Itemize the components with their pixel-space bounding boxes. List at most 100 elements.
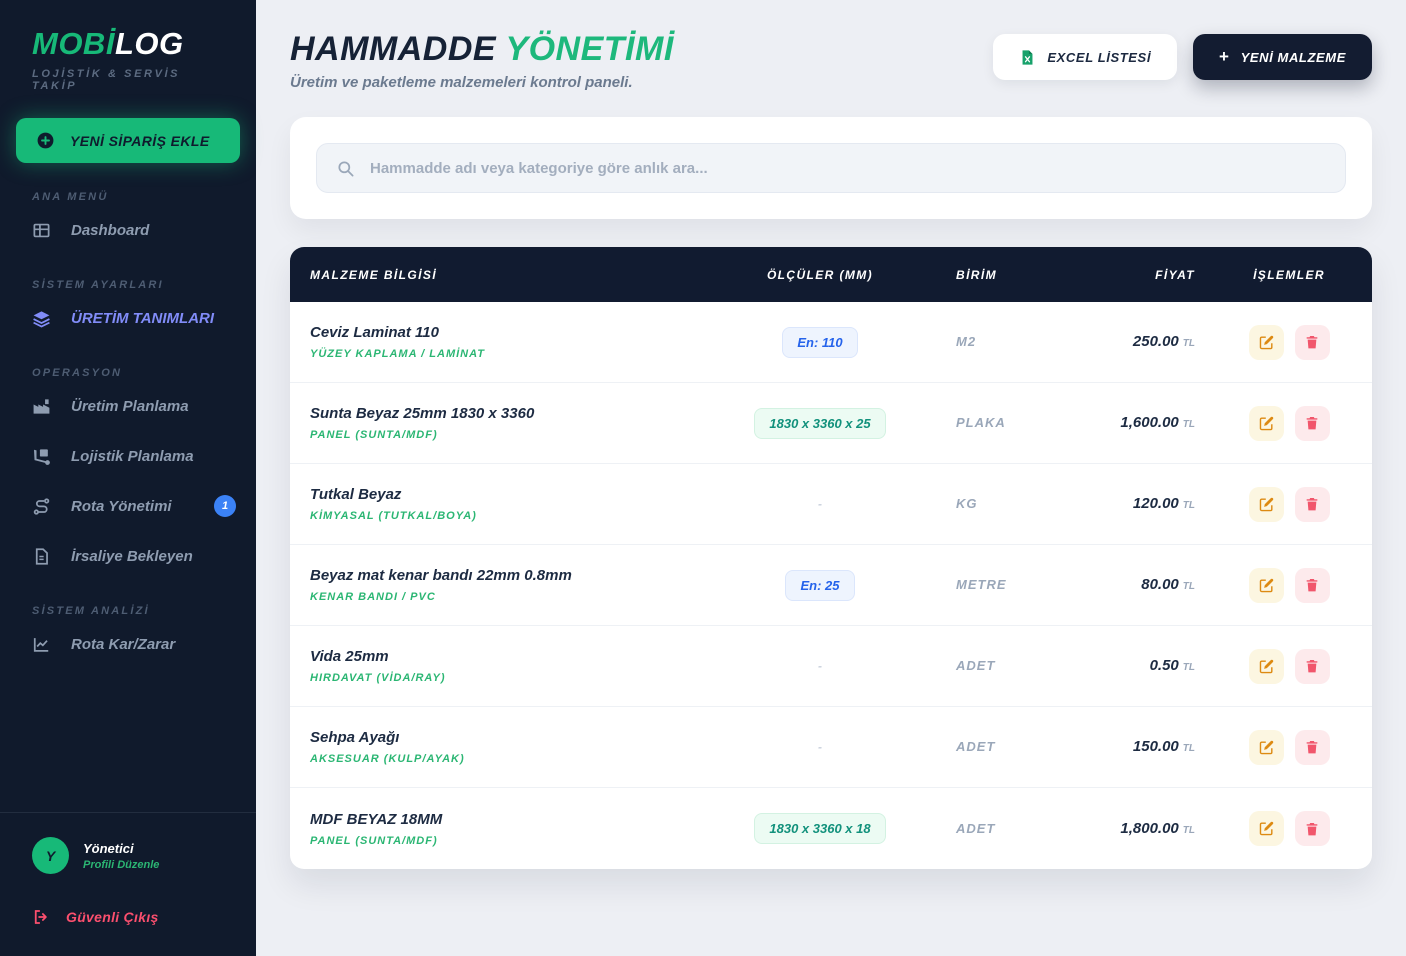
unit-value: PLAKA (956, 415, 1006, 430)
price-cell: 0.50 TL (1060, 657, 1230, 675)
delete-button[interactable] (1294, 567, 1330, 603)
dimension-badge: 1830 x 3360 x 25 (754, 407, 886, 439)
delete-button[interactable] (1294, 648, 1330, 684)
price-value: 150.00 (1132, 738, 1179, 755)
sidebar-item-lojistik-planlama[interactable]: Lojistik Planlama (0, 431, 256, 481)
layers-icon (32, 309, 51, 328)
sidebar-footer: Y Yönetici Profili Düzenle Güvenli Çıkış (0, 812, 256, 956)
column-header-dimensions: ÖLÇÜLER (MM) (766, 267, 874, 282)
logout-icon (32, 908, 50, 926)
material-info-cell: MDF BEYAZ 18MM PANEL (SUNTA/MDF) (310, 811, 720, 847)
dimension-cell: - (720, 733, 920, 761)
sidebar-item-rota-yonetimi[interactable]: Rota Yönetimi 1 (0, 481, 256, 531)
edit-button[interactable] (1248, 811, 1284, 846)
edit-button[interactable] (1248, 405, 1284, 441)
profile-row[interactable]: Y Yönetici Profili Düzenle (32, 837, 224, 874)
dashboard-icon (32, 221, 51, 240)
new-order-button[interactable]: YENİ SİPARİŞ EKLE (16, 118, 240, 163)
price-value: 1,800.00 (1120, 819, 1179, 837)
unit-value: KG (956, 496, 978, 511)
unit-value: ADET (956, 739, 996, 754)
column-header-price: FİYAT (1155, 267, 1195, 282)
factory-icon (32, 397, 51, 416)
currency-suffix: TL (1182, 500, 1195, 511)
unit-value: M2 (956, 334, 977, 349)
delete-button[interactable] (1294, 405, 1330, 441)
dimension-cell: En: 110 (720, 326, 920, 358)
price-value: 1,600.00 (1120, 414, 1179, 431)
currency-suffix: TL (1182, 419, 1195, 430)
price-cell: 120.00 TL (1060, 495, 1230, 513)
new-material-button[interactable]: + YENİ MALZEME (1193, 34, 1372, 80)
actions-cell (1230, 729, 1348, 765)
dimension-badge: - (818, 740, 822, 754)
search-input[interactable] (370, 159, 1326, 177)
sidebar-item-label: İrsaliye Bekleyen (71, 547, 193, 565)
actions-cell (1230, 567, 1348, 603)
search-box[interactable] (316, 143, 1346, 193)
unit-cell: PLAKA (920, 414, 1060, 432)
material-name: Tutkal Beyaz (310, 486, 402, 503)
material-category: KİMYASAL (TUTKAL/BOYA) (310, 510, 477, 522)
sidebar-item-irsaliye-bekleyen[interactable]: İrsaliye Bekleyen (0, 531, 256, 581)
logout-button[interactable]: Güvenli Çıkış (32, 908, 224, 926)
nav-section-operations: OPERASYON (32, 367, 123, 379)
dimension-cell: - (720, 652, 920, 680)
material-info-cell: Tutkal Beyaz KİMYASAL (TUTKAL/BOYA) (310, 486, 720, 522)
delete-button[interactable] (1294, 729, 1330, 765)
sidebar-item-uretim-planlama[interactable]: Üretim Planlama (0, 381, 256, 431)
sidebar-item-rota-kar-zarar[interactable]: Rota Kar/Zarar (0, 619, 256, 669)
app-logo: MOBİLOG (32, 26, 224, 62)
dimension-badge: En: 25 (785, 569, 855, 601)
dimension-cell: 1830 x 3360 x 18 (720, 813, 920, 844)
currency-suffix: TL (1182, 743, 1195, 754)
document-icon (32, 547, 51, 566)
materials-table: MALZEME BİLGİSİ ÖLÇÜLER (MM) BİRİM FİYAT… (290, 247, 1372, 869)
route-icon (32, 497, 51, 516)
edit-button[interactable] (1248, 567, 1284, 603)
material-info-cell: Vida 25mm HIRDAVAT (VİDA/RAY) (310, 648, 720, 684)
sidebar-item-label: Rota Yönetimi (71, 497, 172, 515)
sidebar-item-label: Lojistik Planlama (71, 447, 194, 465)
logo-block: MOBİLOG LOJİSTİK & SERVİS TAKİP (0, 0, 256, 92)
table-row: Beyaz mat kenar bandı 22mm 0.8mm KENAR B… (290, 545, 1372, 626)
dimension-cell: En: 25 (720, 569, 920, 601)
price-cell: 150.00 TL (1060, 738, 1230, 756)
sidebar-nav: ANA MENÜ Dashboard SİSTEM AYARLARI ÜRETİ… (0, 163, 256, 812)
table-header: MALZEME BİLGİSİ ÖLÇÜLER (MM) BİRİM FİYAT… (290, 247, 1372, 302)
delete-button[interactable] (1294, 811, 1330, 846)
column-header-material: MALZEME BİLGİSİ (310, 267, 437, 282)
table-row: Vida 25mm HIRDAVAT (VİDA/RAY) - ADET 0.5… (290, 626, 1372, 707)
material-name: Sehpa Ayağı (310, 729, 400, 746)
edit-button[interactable] (1248, 729, 1284, 765)
material-name: Ceviz Laminat 110 (310, 324, 439, 341)
unit-cell: ADET (920, 820, 1060, 838)
search-card (290, 117, 1372, 219)
page-subtitle: Üretim ve paketleme malzemeleri kontrol … (290, 74, 633, 91)
edit-button[interactable] (1248, 648, 1284, 684)
page-title: HAMMADDE YÖNETİMİ (290, 30, 674, 69)
table-body: Ceviz Laminat 110 YÜZEY KAPLAMA / LAMİNA… (290, 302, 1372, 869)
material-info-cell: Sunta Beyaz 25mm 1830 x 3360 PANEL (SUNT… (310, 405, 720, 441)
price-value: 0.50 (1149, 657, 1179, 674)
dimension-cell: - (720, 490, 920, 518)
excel-file-icon (1019, 49, 1036, 66)
sidebar-item-dashboard[interactable]: Dashboard (0, 205, 256, 255)
edit-button[interactable] (1248, 486, 1284, 522)
actions-cell (1230, 486, 1348, 522)
table-row: Sunta Beyaz 25mm 1830 x 3360 PANEL (SUNT… (290, 383, 1372, 464)
edit-button[interactable] (1248, 324, 1284, 360)
excel-list-button[interactable]: EXCEL LİSTESİ (993, 34, 1178, 80)
edit-profile-link[interactable]: Profili Düzenle (83, 858, 160, 871)
sidebar-item-uretim-tanimlari[interactable]: ÜRETİM TANIMLARI (0, 293, 256, 343)
notification-badge: 1 (214, 495, 236, 517)
price-cell: 250.00 TL (1060, 333, 1230, 351)
unit-cell: METRE (920, 576, 1060, 594)
unit-cell: KG (920, 495, 1060, 513)
delete-button[interactable] (1294, 486, 1330, 522)
unit-value: ADET (956, 820, 996, 836)
page-title-accent: YÖNETİMİ (505, 30, 674, 68)
dimension-badge: - (818, 497, 822, 511)
delete-button[interactable] (1294, 324, 1330, 360)
material-category: KENAR BANDI / PVC (310, 591, 436, 603)
